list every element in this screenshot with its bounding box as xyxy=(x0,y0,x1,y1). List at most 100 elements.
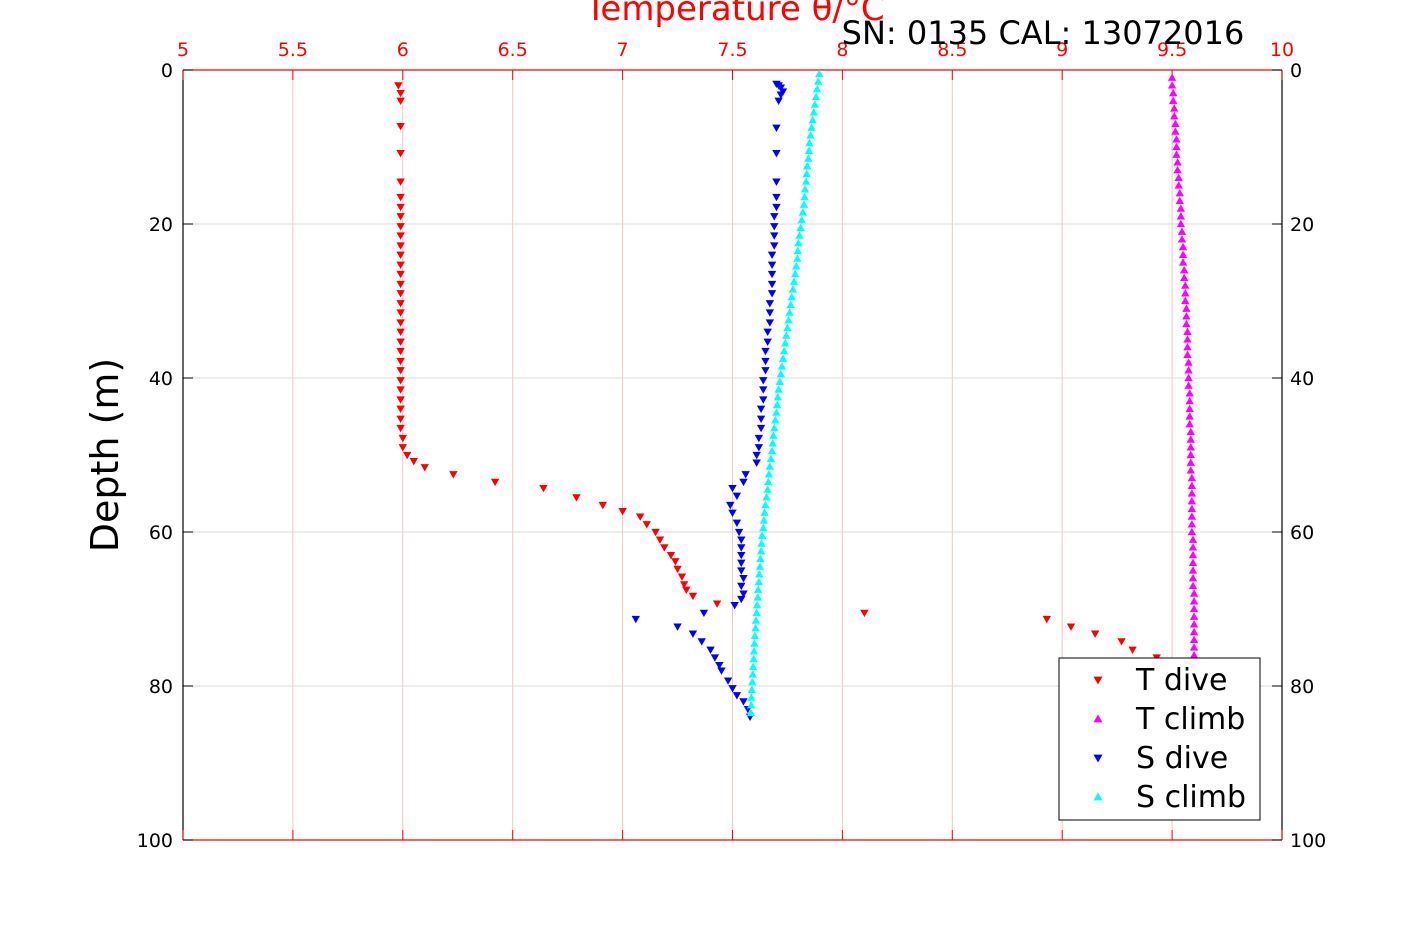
t-dive-point xyxy=(396,242,405,250)
y-tick-label-right: 20 xyxy=(1290,214,1314,236)
t-dive-point xyxy=(396,261,405,270)
t-dive-point xyxy=(598,501,608,510)
legend-label-s-climb: S climb xyxy=(1136,780,1246,815)
s-climb-point xyxy=(793,246,802,255)
s-dive-point xyxy=(706,646,715,655)
s-climb-point xyxy=(754,577,764,586)
y-tick-label-left: 0 xyxy=(161,60,173,82)
t-dive-point xyxy=(396,150,405,158)
t-dive-point xyxy=(398,444,407,452)
t-dive-point xyxy=(642,521,651,529)
t-climb-point xyxy=(1189,612,1199,620)
s-climb-point xyxy=(786,300,795,308)
s-climb-point xyxy=(765,462,775,470)
t-dive-point xyxy=(449,471,458,479)
s-dive-point xyxy=(737,582,746,591)
s-climb-point xyxy=(766,454,776,462)
t-climb-point xyxy=(1176,219,1186,228)
t-climb-point xyxy=(1178,250,1188,258)
s-climb-point xyxy=(776,369,786,378)
t-dive-point xyxy=(396,213,405,221)
legend-marker-t-dive xyxy=(1093,676,1103,685)
s-climb-point xyxy=(748,677,757,686)
t-dive-point xyxy=(396,396,405,404)
t-climb-point xyxy=(1181,281,1190,289)
t-climb-point xyxy=(1187,497,1197,505)
s-climb-point xyxy=(755,562,765,570)
s-climb-point xyxy=(751,624,760,632)
legend-marker-s-climb xyxy=(1093,792,1103,801)
t-climb-point xyxy=(1185,404,1194,412)
t-climb-point xyxy=(1172,135,1181,143)
s-climb-point xyxy=(800,185,810,193)
s-climb-point xyxy=(790,269,800,278)
x-tick-label: 7.5 xyxy=(717,39,747,61)
t-dive-point xyxy=(618,508,627,516)
s-dive-point xyxy=(710,654,720,662)
s-climb-point xyxy=(763,485,772,493)
t-dive-point xyxy=(712,600,722,608)
s-climb-point xyxy=(749,647,759,655)
s-climb-point xyxy=(753,593,762,601)
legend-marker-t-climb xyxy=(1093,714,1103,723)
t-climb-point xyxy=(1187,489,1197,497)
s-dive-point xyxy=(737,567,746,575)
legend-label-t-dive: T dive xyxy=(1135,663,1227,698)
s-climb-point xyxy=(762,493,771,501)
s-climb-point xyxy=(748,662,758,670)
t-dive-point xyxy=(396,357,405,366)
x-tick-label: 9 xyxy=(1056,39,1068,61)
s-climb-point xyxy=(764,477,773,486)
s-dive-point xyxy=(739,575,748,583)
y-tick-label-right: 60 xyxy=(1290,522,1314,544)
s-climb-point xyxy=(746,701,756,709)
s-dive-point xyxy=(759,377,768,385)
s-climb-point xyxy=(792,262,801,270)
t-dive-point xyxy=(396,328,405,336)
s-dive-point xyxy=(774,97,783,105)
t-dive-point xyxy=(396,290,405,298)
t-dive-point xyxy=(655,536,665,544)
t-dive-point xyxy=(396,89,405,98)
s-climb-point xyxy=(769,431,778,439)
t-climb-point xyxy=(1189,643,1199,651)
t-climb-point xyxy=(1183,343,1192,351)
s-dive-point xyxy=(699,609,709,618)
t-climb-point xyxy=(1175,189,1184,197)
s-dive-point xyxy=(631,615,640,624)
t-dive-point xyxy=(409,458,418,466)
s-climb-point xyxy=(810,100,820,108)
s-dive-point xyxy=(728,484,737,493)
t-climb-point xyxy=(1185,389,1194,397)
t-climb-point xyxy=(1187,520,1197,528)
s-dive-point xyxy=(770,242,779,250)
s-climb-point xyxy=(771,416,780,424)
t-dive-point xyxy=(396,347,405,356)
t-climb-point xyxy=(1178,258,1188,266)
s-climb-point xyxy=(779,346,789,355)
s-dive-point xyxy=(772,150,781,158)
t-climb-point xyxy=(1173,165,1182,174)
s-climb-point xyxy=(803,162,812,170)
s-climb-point xyxy=(804,146,814,154)
s-dive-point xyxy=(752,459,761,467)
t-dive-point xyxy=(682,586,691,594)
t-climb-point xyxy=(1187,512,1197,520)
t-dive-point xyxy=(572,494,581,502)
t-climb-point xyxy=(1186,443,1195,451)
x-tick-label: 6.5 xyxy=(498,39,528,61)
s-dive-point xyxy=(767,270,777,279)
s-climb-point xyxy=(752,600,762,609)
s-climb-point xyxy=(785,308,794,316)
s-dive-point xyxy=(728,509,737,517)
t-climb-point xyxy=(1189,604,1199,613)
t-climb-point xyxy=(1187,504,1197,513)
t-dive-point xyxy=(396,309,405,317)
s-dive-point xyxy=(739,590,748,598)
s-climb-point xyxy=(809,108,819,116)
s-dive-point xyxy=(765,309,775,317)
s-dive-point xyxy=(765,300,775,308)
s-climb-point xyxy=(756,547,766,555)
s-dive-point xyxy=(673,623,682,631)
